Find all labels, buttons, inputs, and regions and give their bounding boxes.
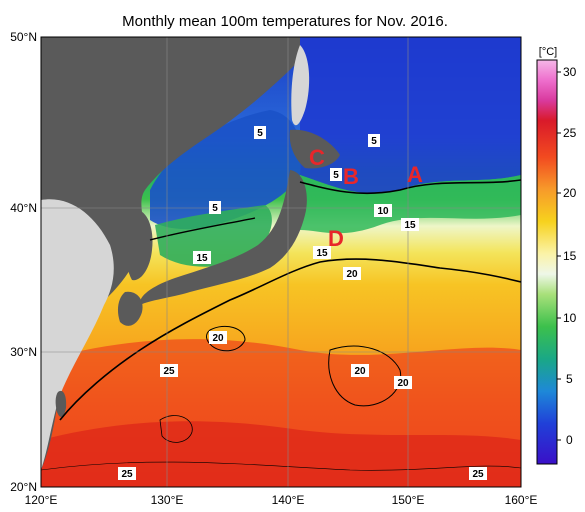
- colorbar-scale: [536, 59, 558, 465]
- svg-text:20: 20: [212, 333, 224, 344]
- contour-label: 25: [118, 467, 136, 480]
- colorbar-tick-marks: [557, 71, 561, 441]
- transition-zone: [300, 175, 521, 234]
- svg-text:5: 5: [333, 170, 339, 181]
- colorbar-tick-label: 5: [566, 372, 573, 386]
- svg-text:5: 5: [371, 136, 377, 147]
- svg-text:20: 20: [397, 378, 409, 389]
- contour-label: 5: [368, 134, 380, 147]
- contour-line-d: [159, 415, 193, 443]
- colorbar-tick-label: 30: [563, 65, 577, 79]
- colorbar-tick-label: 10: [563, 311, 577, 325]
- contour-line-c: [206, 325, 246, 352]
- lon-tick-label: 130°E: [151, 493, 184, 507]
- latitude-axis: 20°N 30°N 40°N 50°N: [10, 30, 37, 494]
- contour-label: 25: [469, 467, 487, 480]
- marker-b: B: [343, 164, 359, 189]
- contour-line-a: [41, 461, 521, 471]
- contour-label: 20: [209, 331, 227, 344]
- contour-label: 20: [394, 376, 412, 389]
- contour-label: 15: [193, 251, 211, 264]
- contour-label: 5: [209, 201, 221, 214]
- marker-a: A: [407, 162, 423, 187]
- land-asia-light: [41, 199, 114, 470]
- japan-sea: [150, 110, 302, 230]
- lat-tick-label: 50°N: [10, 30, 37, 44]
- lon-tick-label: 120°E: [25, 493, 58, 507]
- contour-label: 15: [401, 218, 419, 231]
- kuroshio-front: [59, 258, 521, 421]
- colorbar-ticks: 30 25 20 15 10 5 0: [563, 65, 577, 447]
- japan-sea-front: [149, 217, 256, 241]
- contour-label: 20: [343, 267, 361, 280]
- svg-text:25: 25: [121, 469, 133, 480]
- contour-label: 5: [330, 168, 342, 181]
- svg-text:25: 25: [163, 366, 175, 377]
- warm-band-28: [41, 421, 521, 487]
- map-title: Monthly mean 100m temperatures for Nov. …: [122, 13, 448, 30]
- lon-tick-label: 150°E: [392, 493, 425, 507]
- contour-labels: 5 5 5 5 10 15 15 15 20 20 20 20 25 25 25: [118, 126, 487, 480]
- contour-label: 5: [254, 126, 266, 139]
- map-frame: [40, 36, 522, 488]
- marker-c: C: [309, 145, 325, 170]
- colorbar-tick-label: 20: [563, 186, 577, 200]
- contour-label: 10: [374, 204, 392, 217]
- lon-tick-label: 160°E: [505, 493, 538, 507]
- land-hokkaido: [289, 129, 340, 169]
- land-honshu: [139, 170, 307, 305]
- subarctic-front: [299, 179, 521, 195]
- lat-tick-label: 20°N: [10, 480, 37, 494]
- colorbar: [°C] 30 25 20 15 10 5 0: [536, 46, 577, 465]
- land-kyushu: [117, 291, 143, 326]
- svg-text:15: 15: [196, 253, 208, 264]
- svg-text:20: 20: [354, 366, 366, 377]
- map-area: [41, 37, 521, 487]
- land-korea: [125, 209, 153, 281]
- contour-label: 20: [351, 364, 369, 377]
- lon-tick-label: 140°E: [272, 493, 305, 507]
- svg-text:10: 10: [377, 206, 389, 217]
- contour-line-b: [328, 345, 402, 407]
- colorbar-tick-label: 15: [563, 249, 577, 263]
- svg-text:5: 5: [212, 203, 218, 214]
- svg-text:15: 15: [316, 248, 328, 259]
- colorbar-tick-label: 25: [563, 126, 577, 140]
- svg-text:25: 25: [472, 469, 484, 480]
- land-sakhalin: [291, 45, 310, 126]
- svg-text:15: 15: [404, 220, 416, 231]
- svg-text:20: 20: [346, 269, 358, 280]
- lat-tick-label: 40°N: [10, 201, 37, 215]
- marker-d: D: [328, 226, 344, 251]
- colorbar-unit: [°C]: [539, 46, 557, 58]
- graticule: [41, 37, 521, 487]
- cold-region-north: [300, 37, 521, 194]
- svg-text:5: 5: [257, 128, 263, 139]
- colorbar-tick-label: 0: [566, 433, 573, 447]
- lat-tick-label: 30°N: [10, 345, 37, 359]
- contour-label: 15: [313, 246, 331, 259]
- longitude-axis: 120°E 130°E 140°E 150°E 160°E: [25, 493, 538, 507]
- contour-label: 25: [160, 364, 178, 377]
- land-taiwan: [55, 390, 67, 417]
- land-asia: [41, 37, 300, 470]
- region-markers: A B C D: [309, 145, 423, 251]
